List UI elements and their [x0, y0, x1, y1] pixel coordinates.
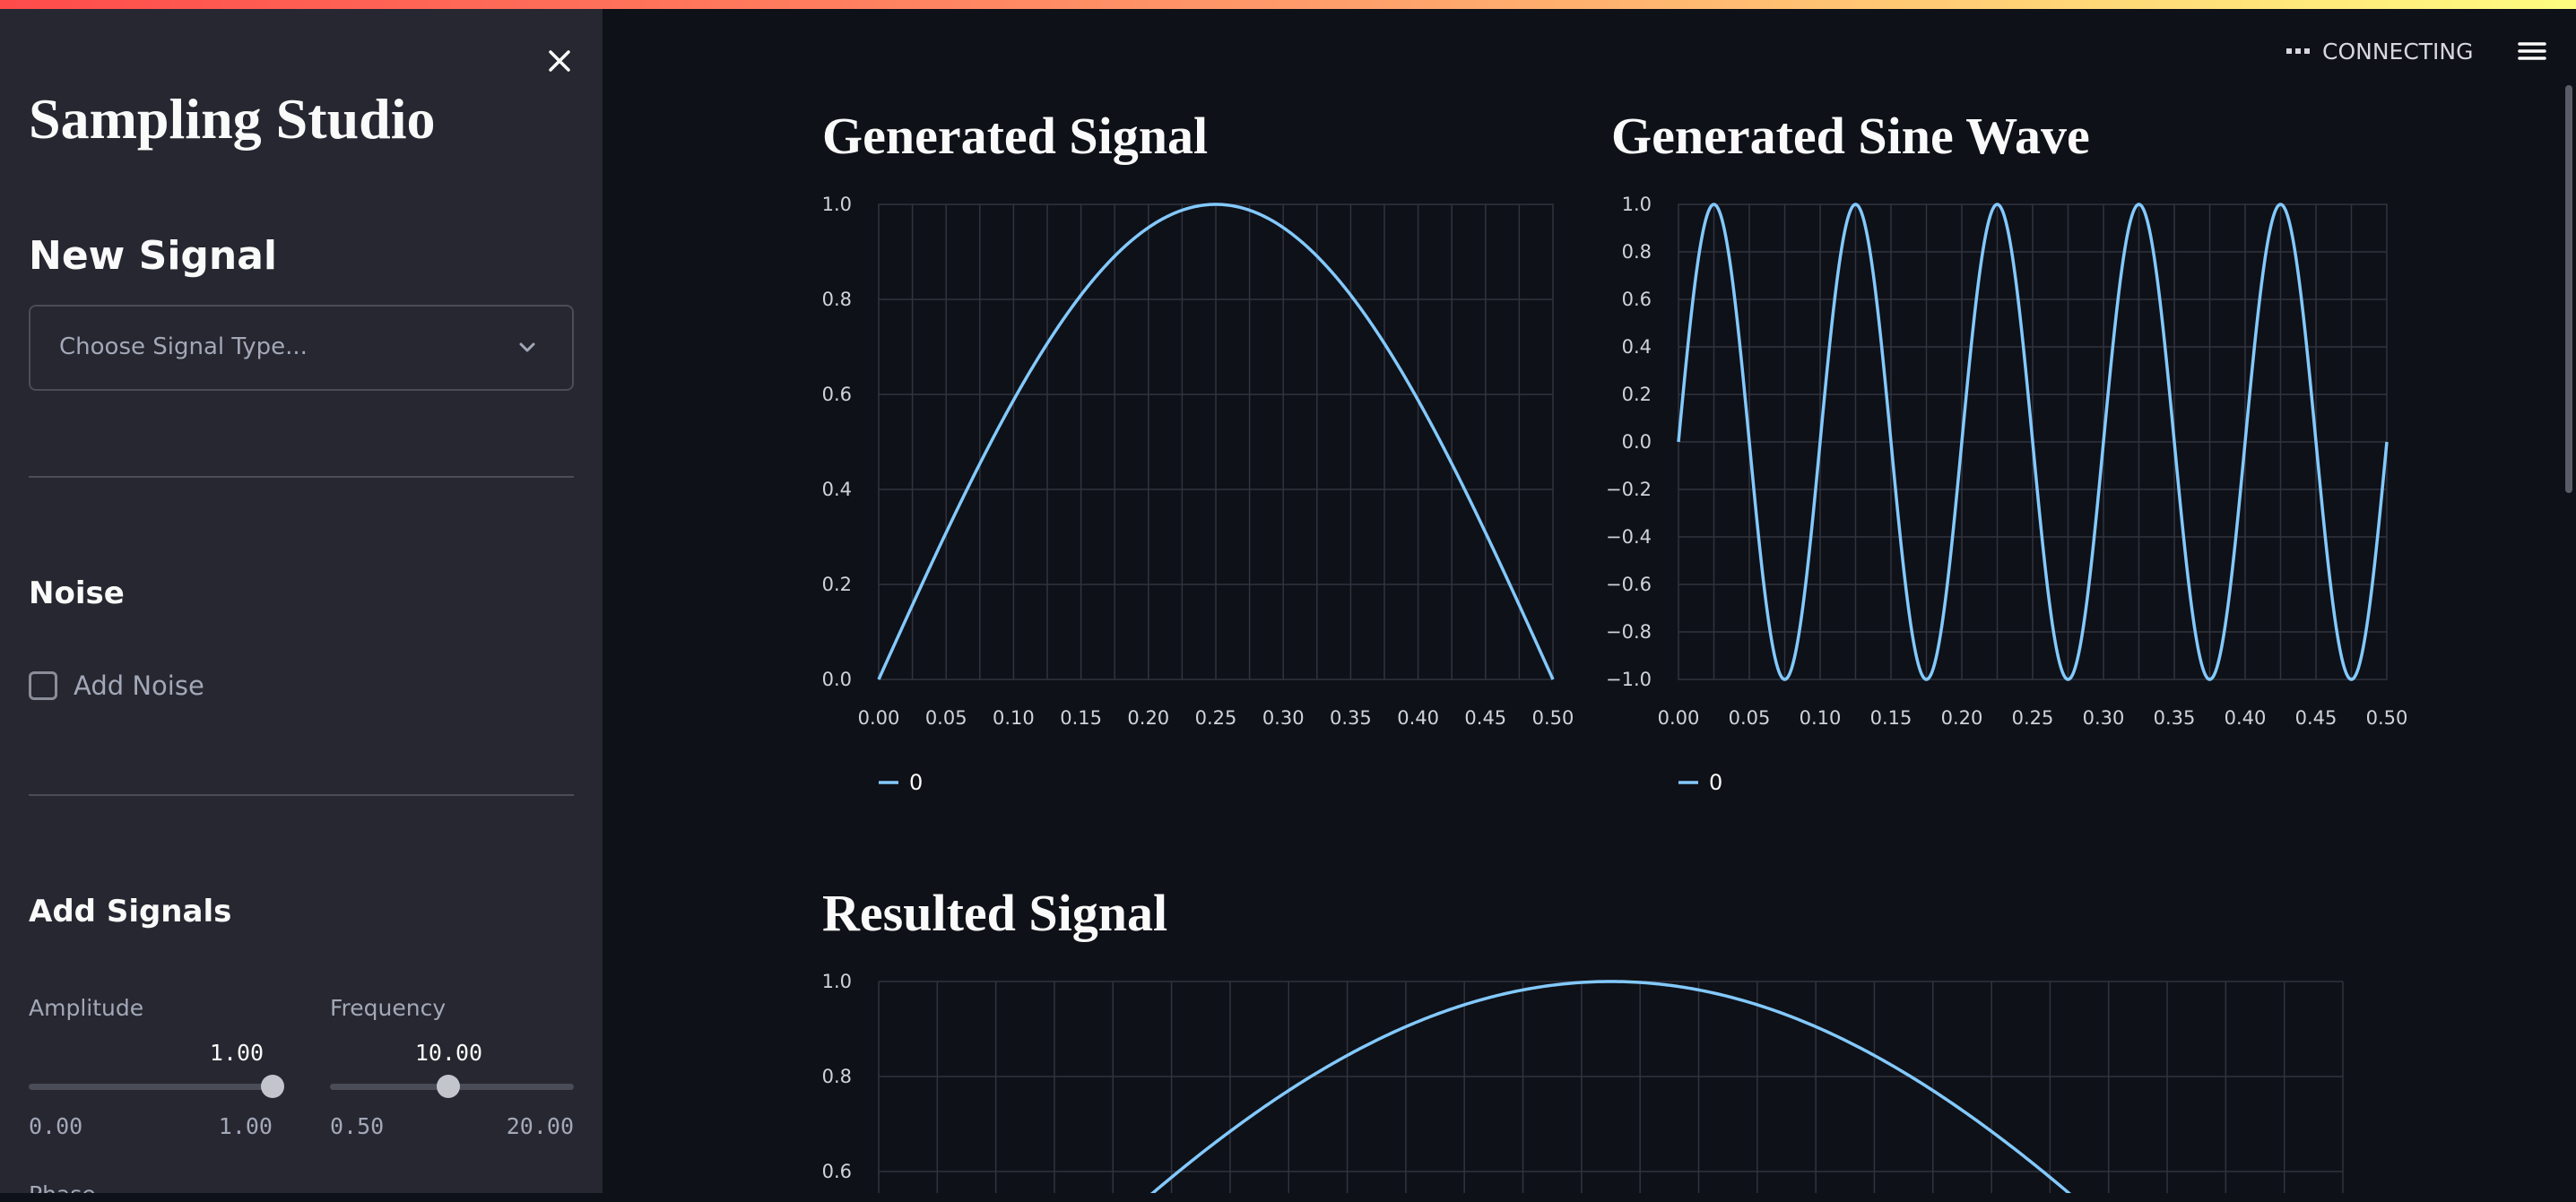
y-tick-label: −0.6 [1606, 574, 1652, 595]
checkbox-icon[interactable] [29, 671, 57, 700]
x-tick-label: 0.00 [1658, 707, 1700, 729]
x-tick-label: 0.50 [1532, 707, 1574, 729]
y-tick-label: 0.0 [1622, 431, 1652, 453]
y-tick-label: 0.2 [1622, 384, 1652, 405]
frequency-slider[interactable]: Frequency 10.00 0.50 20.00 [330, 995, 574, 1139]
amplitude-min: 0.00 [29, 1113, 83, 1139]
x-tick-label: 0.10 [1800, 707, 1842, 729]
x-tick-label: 0.15 [1060, 707, 1102, 729]
amplitude-track[interactable] [29, 1084, 273, 1090]
amplitude-label: Amplitude [29, 995, 144, 1021]
x-tick-label: 0.40 [2225, 707, 2267, 729]
signal-type-placeholder: Choose Signal Type... [59, 333, 308, 360]
resulted-signal-chart[interactable]: 0.6 0.8 1.0 [807, 966, 2367, 1202]
y-tick-label: 0.8 [822, 1066, 852, 1087]
y-tick-label: 0.8 [822, 289, 852, 310]
frequency-thumb[interactable] [437, 1075, 461, 1098]
chevron-down-icon [519, 342, 535, 352]
x-tick-label: 0.35 [2154, 707, 2196, 729]
connection-status-text: CONNECTING [2322, 38, 2474, 65]
connection-status: CONNECTING [2286, 36, 2474, 66]
signal-type-select[interactable]: Choose Signal Type... [29, 305, 574, 391]
sidebar-divider [29, 794, 574, 796]
frequency-min: 0.50 [330, 1113, 385, 1139]
x-tick-label: 0.30 [1262, 707, 1305, 729]
amplitude-slider[interactable]: Amplitude 1.00 0.00 1.00 [29, 995, 284, 1139]
add-signals-heading: Add Signals [29, 894, 232, 930]
y-tick-label: 0.0 [822, 669, 852, 690]
noise-heading: Noise [29, 575, 125, 611]
x-tick-label: 0.25 [2012, 707, 2054, 729]
top-decoration-bar [0, 0, 2576, 9]
add-noise-checkbox[interactable]: Add Noise [29, 668, 204, 704]
legend-label: 0 [909, 770, 923, 795]
y-tick-label: −1.0 [1606, 669, 1652, 690]
amplitude-max: 1.00 [218, 1113, 273, 1139]
close-icon [549, 50, 570, 72]
x-tick-label: 0.10 [993, 707, 1035, 729]
x-tick-label: 0.00 [858, 707, 900, 729]
generated-signal-title: Generated Signal [822, 107, 1209, 165]
frequency-label: Frequency [330, 995, 447, 1021]
y-tick-label: 0.4 [822, 479, 852, 500]
new-signal-heading: New Signal [29, 233, 277, 279]
y-tick-label: −0.4 [1606, 526, 1652, 548]
main-menu-button[interactable] [2516, 36, 2548, 66]
y-tick-label: 1.0 [1622, 194, 1652, 215]
y-tick-label: 0.6 [822, 1161, 852, 1182]
x-tick-label: 0.50 [2366, 707, 2408, 729]
y-tick-label: 0.6 [822, 384, 852, 405]
series-line [1140, 980, 2082, 1202]
sidebar: Sampling Studio New Signal Choose Signal… [0, 9, 603, 1193]
frequency-value: 10.00 [414, 1040, 483, 1066]
amplitude-thumb[interactable] [261, 1075, 284, 1098]
x-tick-label: 0.30 [2083, 707, 2125, 729]
y-tick-label: 0.2 [822, 574, 852, 595]
series-line [1677, 203, 2389, 681]
status-dots-icon [2286, 48, 2310, 54]
resulted-signal-title: Resulted Signal [822, 884, 1168, 942]
x-tick-label: 0.45 [1464, 707, 1506, 729]
y-tick-label: 0.8 [1622, 241, 1652, 263]
x-tick-label: 0.35 [1330, 707, 1372, 729]
add-noise-label: Add Noise [74, 670, 204, 701]
x-tick-label: 0.05 [925, 707, 967, 729]
x-tick-label: 0.40 [1397, 707, 1439, 729]
legend-label: 0 [1709, 770, 1722, 795]
series-line [877, 203, 1555, 680]
page-scrollbar[interactable] [2565, 85, 2572, 493]
hamburger-menu-icon [2518, 42, 2546, 60]
sidebar-divider [29, 476, 574, 478]
x-tick-label: 0.20 [1941, 707, 1983, 729]
x-tick-label: 0.20 [1127, 707, 1169, 729]
y-tick-label: −0.2 [1606, 479, 1652, 500]
amplitude-value: 1.00 [209, 1040, 265, 1066]
generated-sine-chart[interactable]: −1.0 −0.8 −0.6 −0.4 −0.2 0.0 0.2 0.4 0.6 0.8 1.0 0.… [1596, 188, 2407, 798]
window-bottom-edge [0, 1193, 2576, 1202]
x-tick-label: 0.45 [2295, 707, 2337, 729]
x-tick-label: 0.05 [1729, 707, 1771, 729]
y-tick-label: 1.0 [822, 194, 852, 215]
close-sidebar-button[interactable] [540, 41, 579, 81]
phase-label: Phase [29, 1181, 96, 1193]
generated-sine-title: Generated Sine Wave [1611, 107, 2090, 165]
x-tick-label: 0.25 [1195, 707, 1237, 729]
generated-signal-chart[interactable]: 0.0 0.2 0.4 0.6 0.8 1.0 0.00 0.05 0.10 0.15 0.20 0.… [807, 188, 1578, 798]
y-tick-label: 0.4 [1622, 336, 1652, 358]
y-tick-label: 1.0 [822, 971, 852, 992]
frequency-max: 20.00 [506, 1113, 574, 1139]
app-title: Sampling Studio [29, 87, 436, 151]
x-tick-label: 0.15 [1870, 707, 1912, 729]
y-tick-label: −0.8 [1606, 621, 1652, 643]
y-tick-label: 0.6 [1622, 289, 1652, 310]
